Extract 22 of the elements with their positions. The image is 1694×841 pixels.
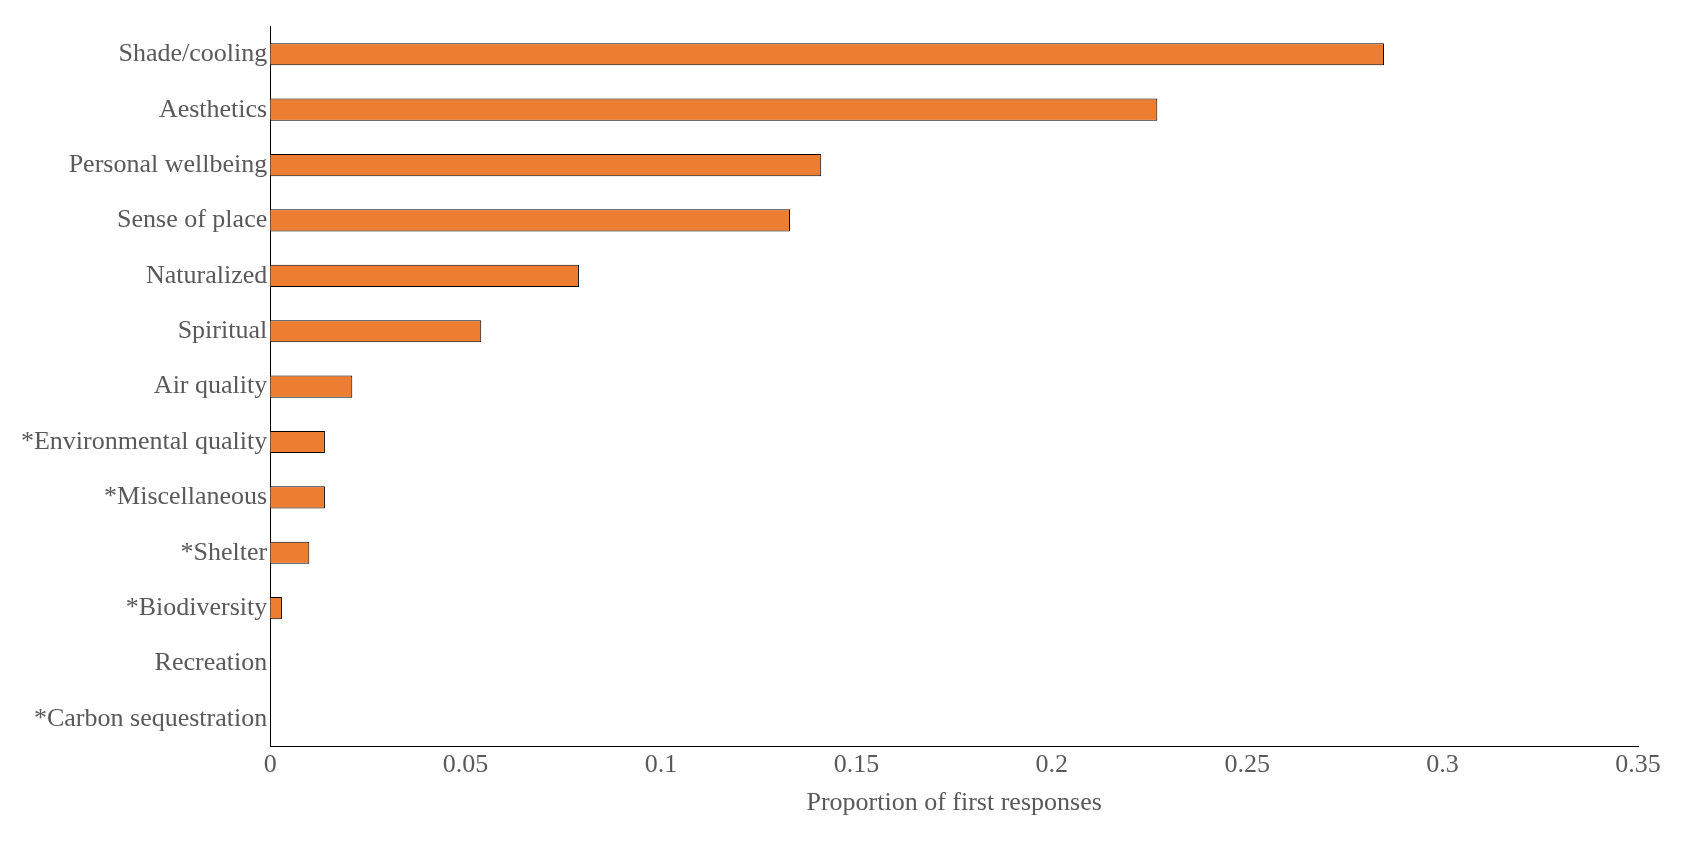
x-tick-label: 0.35	[1615, 749, 1661, 779]
y-tick-label: *Shelter	[180, 536, 268, 566]
y-tick-label: Recreation	[154, 647, 268, 677]
y-tick-label: Shade/cooling	[118, 38, 268, 68]
y-tick-label: Aesthetics	[158, 93, 268, 123]
y-tick-label: Sense of place	[117, 204, 268, 234]
y-tick-label: Air quality	[153, 370, 268, 400]
x-tick-label: 0.1	[644, 749, 678, 779]
y-tick-label: Naturalized	[145, 259, 268, 289]
x-tick-label: 0	[263, 749, 277, 779]
y-tick-label: *Environmental quality	[20, 425, 268, 455]
y-tick-label: Spiritual	[177, 315, 268, 345]
x-axis-title: Proportion of first responses	[806, 787, 1102, 817]
x-tick-label: 0.05	[442, 749, 489, 779]
y-tick-label: *Biodiversity	[125, 591, 268, 621]
y-tick-label: Personal wellbeing	[68, 148, 268, 178]
y-tick-label: *Carbon sequestration	[33, 702, 268, 732]
x-tick-label: 0.2	[1035, 749, 1069, 779]
x-tick-label: 0.25	[1224, 749, 1270, 779]
x-tick-label: 0.3	[1426, 749, 1459, 779]
x-tick-label: 0.15	[833, 749, 880, 779]
y-tick-label: *Miscellaneous	[104, 481, 268, 511]
